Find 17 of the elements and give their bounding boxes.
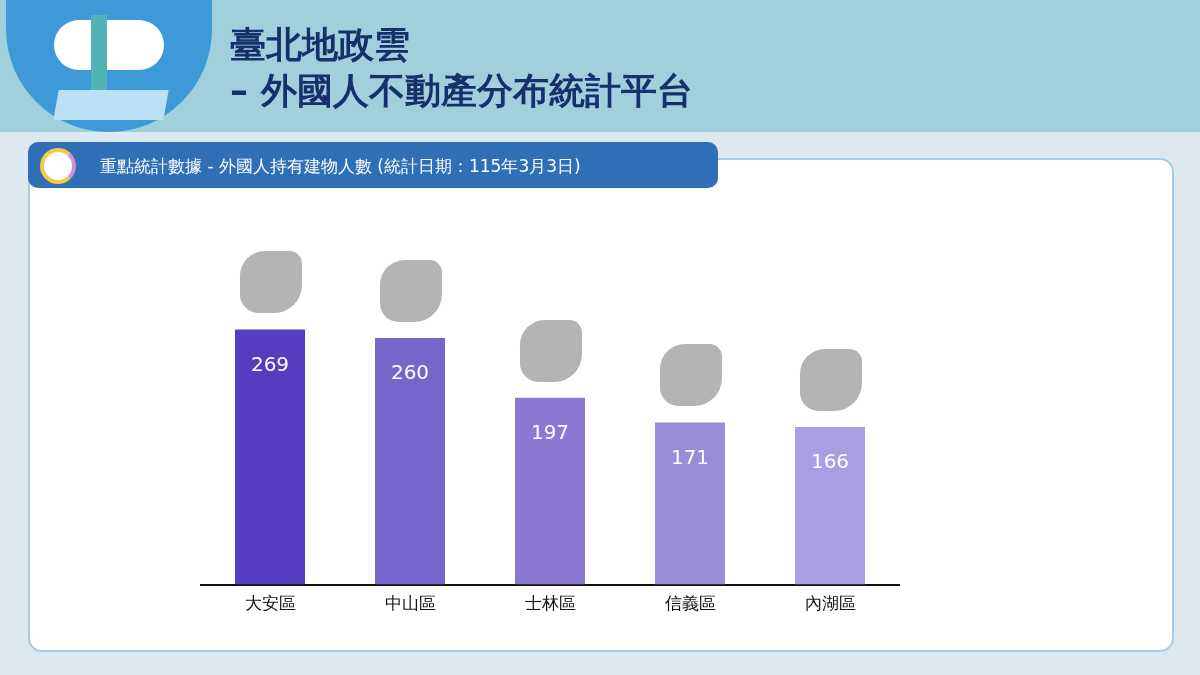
x-tick-label: 大安區 (244, 593, 296, 614)
data-label: 197 (530, 419, 570, 444)
bar (795, 427, 865, 585)
data-label: 260 (390, 360, 430, 385)
data-label: 171 (670, 444, 710, 469)
data-label: 269 (250, 351, 290, 376)
bar (515, 397, 585, 585)
x-tick-label: 士林區 (524, 593, 576, 614)
x-tick-label: 信義區 (664, 593, 716, 614)
x-tick-label: 內湖區 (804, 593, 856, 614)
bar (235, 329, 305, 585)
chart-title: 臺北地政雲 – 外國人不動產分布統計平台 (230, 23, 693, 113)
chart-subtitle: 重點統計數據 - 外國人持有建物人數 (統計日期：115年3月3日) (100, 155, 581, 178)
bar (375, 337, 445, 585)
data-label: 166 (810, 449, 850, 474)
x-tick-label: 中山區 (384, 593, 436, 614)
bar (655, 422, 725, 585)
